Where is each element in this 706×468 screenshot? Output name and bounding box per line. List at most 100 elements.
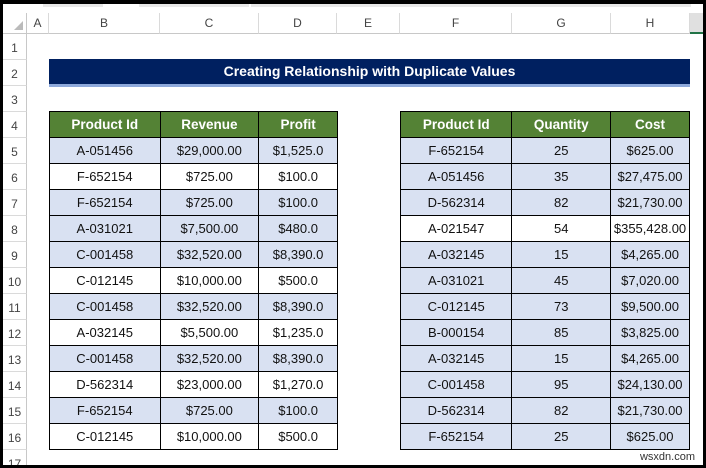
row-header-12[interactable]: 12 (3, 320, 27, 346)
cell[interactable]: 95 (511, 371, 612, 398)
cell[interactable]: $1,525.0 (258, 137, 338, 164)
column-heading[interactable]: Product Id (399, 111, 513, 138)
column-heading[interactable]: Revenue (159, 111, 260, 138)
column-header-c[interactable]: C (160, 13, 259, 34)
row-header-14[interactable]: 14 (3, 372, 27, 398)
cell[interactable]: $7,500.00 (159, 215, 260, 242)
cell[interactable]: $24,130.00 (610, 371, 690, 398)
cell[interactable]: D-562314 (49, 371, 161, 398)
cell[interactable]: $32,520.00 (159, 241, 260, 268)
cell[interactable]: $625.00 (610, 137, 690, 164)
cell[interactable]: 25 (511, 423, 612, 450)
row-header-3[interactable]: 3 (3, 86, 27, 112)
row-header-5[interactable]: 5 (3, 138, 27, 164)
column-header-b[interactable]: B (49, 13, 160, 34)
cell[interactable]: D-562314 (399, 189, 513, 216)
cell[interactable]: C-012145 (49, 267, 161, 294)
cell[interactable]: C-001458 (49, 345, 161, 372)
cell[interactable]: $4,265.00 (610, 345, 690, 372)
cell[interactable]: $625.00 (610, 423, 690, 450)
cell[interactable]: F-652154 (399, 423, 513, 450)
cell[interactable]: $500.0 (258, 423, 338, 450)
column-header-a[interactable]: A (27, 13, 49, 34)
column-heading[interactable]: Quantity (511, 111, 612, 138)
cell[interactable]: D-562314 (399, 397, 513, 424)
select-all-button[interactable] (3, 13, 27, 34)
cell[interactable]: B-000154 (399, 319, 513, 346)
cell[interactable]: $21,730.00 (610, 189, 690, 216)
cell[interactable]: $4,265.00 (610, 241, 690, 268)
cell[interactable]: $10,000.00 (159, 423, 260, 450)
cell[interactable]: A-031021 (399, 267, 513, 294)
cell[interactable]: 15 (511, 241, 612, 268)
column-header-e[interactable]: E (337, 13, 400, 34)
cell[interactable]: $5,500.00 (159, 319, 260, 346)
cell[interactable]: A-051456 (399, 163, 513, 190)
cell[interactable]: $725.00 (159, 189, 260, 216)
cell[interactable]: $500.0 (258, 267, 338, 294)
cell[interactable]: A-031021 (49, 215, 161, 242)
column-header-next[interactable] (690, 13, 703, 34)
cell[interactable]: $8,390.0 (258, 241, 338, 268)
cell[interactable]: A-032145 (49, 319, 161, 346)
cell[interactable]: $100.0 (258, 163, 338, 190)
column-header-f[interactable]: F (400, 13, 512, 34)
cell[interactable]: A-032145 (399, 345, 513, 372)
cell[interactable]: C-001458 (49, 241, 161, 268)
cell[interactable]: C-001458 (399, 371, 513, 398)
row-header-2[interactable]: 2 (3, 60, 27, 86)
row-header-17[interactable]: 17 (3, 450, 27, 465)
column-heading[interactable]: Cost (610, 111, 690, 138)
cell[interactable]: $1,235.0 (258, 319, 338, 346)
cell[interactable]: $1,270.0 (258, 371, 338, 398)
row-header-7[interactable]: 7 (3, 190, 27, 216)
cell[interactable]: $8,390.0 (258, 293, 338, 320)
row-header-9[interactable]: 9 (3, 242, 27, 268)
row-header-4[interactable]: 4 (3, 112, 27, 138)
cell[interactable]: C-012145 (399, 293, 513, 320)
cell[interactable]: 85 (511, 319, 612, 346)
cell[interactable]: $100.0 (258, 189, 338, 216)
cell[interactable]: $32,520.00 (159, 293, 260, 320)
cell[interactable]: $29,000.00 (159, 137, 260, 164)
column-header-d[interactable]: D (259, 13, 337, 34)
cell[interactable]: F-652154 (49, 189, 161, 216)
cell[interactable]: $21,730.00 (610, 397, 690, 424)
row-header-16[interactable]: 16 (3, 424, 27, 450)
column-heading[interactable]: Product Id (49, 111, 161, 138)
cell[interactable]: F-652154 (49, 397, 161, 424)
cell[interactable]: $725.00 (159, 397, 260, 424)
row-header-13[interactable]: 13 (3, 346, 27, 372)
cell[interactable]: 45 (511, 267, 612, 294)
cell[interactable]: 73 (511, 293, 612, 320)
cell[interactable]: C-001458 (49, 293, 161, 320)
cell[interactable]: A-021547 (399, 215, 513, 242)
cell[interactable]: $8,390.0 (258, 345, 338, 372)
cell[interactable]: 54 (511, 215, 612, 242)
cell[interactable]: $100.0 (258, 397, 338, 424)
cell[interactable]: $32,520.00 (159, 345, 260, 372)
cell[interactable]: C-012145 (49, 423, 161, 450)
column-heading[interactable]: Profit (258, 111, 338, 138)
cell[interactable]: $480.0 (258, 215, 338, 242)
column-header-h[interactable]: H (611, 13, 690, 34)
cell[interactable]: $27,475.00 (610, 163, 690, 190)
cell[interactable]: $355,428.00 (610, 215, 690, 242)
cell[interactable]: 15 (511, 345, 612, 372)
cell[interactable]: A-051456 (49, 137, 161, 164)
cell[interactable]: 25 (511, 137, 612, 164)
cell[interactable]: F-652154 (399, 137, 513, 164)
cell[interactable]: F-652154 (49, 163, 161, 190)
cell[interactable]: $3,825.00 (610, 319, 690, 346)
cell[interactable]: 82 (511, 189, 612, 216)
cell[interactable]: $9,500.00 (610, 293, 690, 320)
cell[interactable]: $10,000.00 (159, 267, 260, 294)
column-header-g[interactable]: G (512, 13, 611, 34)
row-header-10[interactable]: 10 (3, 268, 27, 294)
row-header-15[interactable]: 15 (3, 398, 27, 424)
cell[interactable]: $7,020.00 (610, 267, 690, 294)
cell[interactable]: $23,000.00 (159, 371, 260, 398)
cell[interactable]: 35 (511, 163, 612, 190)
cell[interactable]: A-032145 (399, 241, 513, 268)
row-header-11[interactable]: 11 (3, 294, 27, 320)
